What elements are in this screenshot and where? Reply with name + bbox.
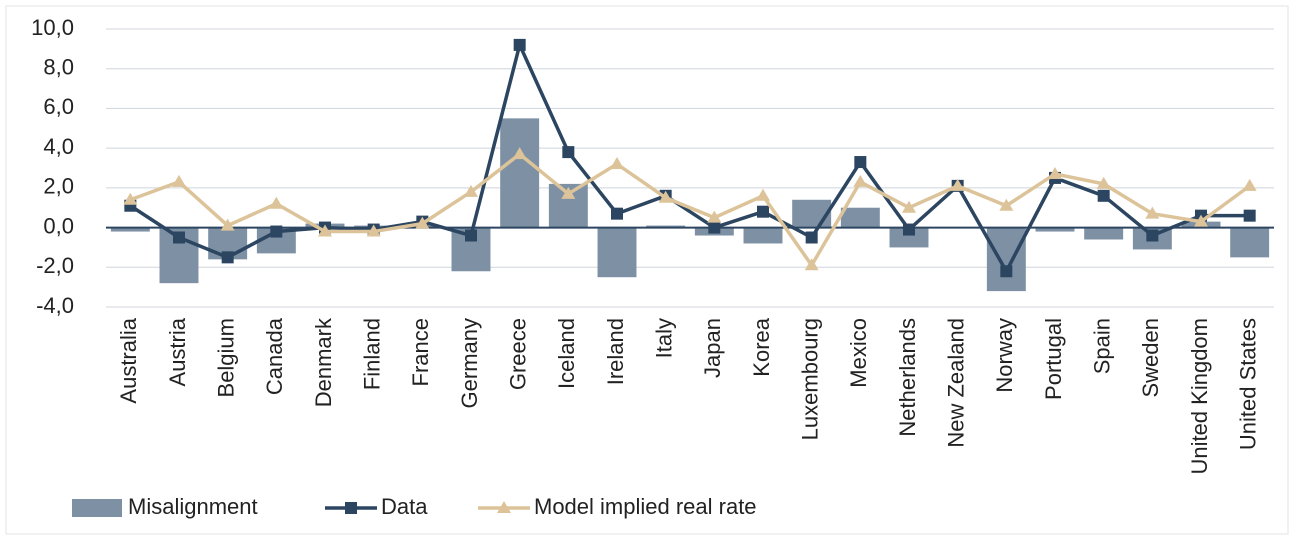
data-point [610, 157, 624, 170]
chart-frame [5, 5, 1289, 535]
line [129, 152, 1251, 268]
x-tick-label: Korea [749, 317, 774, 376]
data-point [220, 218, 235, 231]
x-tick-label: Sweden [1138, 318, 1163, 398]
data-point [465, 229, 477, 242]
legend-label: Data [381, 494, 428, 519]
bar [889, 227, 929, 248]
data-point [999, 198, 1014, 211]
x-tick-label: Denmark [311, 317, 336, 407]
y-tick-label: 10,0 [31, 15, 74, 40]
y-tick-label: 6,0 [43, 94, 74, 119]
x-tick-label: Luxembourg [797, 318, 822, 440]
data-point [366, 224, 381, 237]
x-tick-label: Iceland [554, 318, 579, 389]
y-tick-label: 4,0 [43, 134, 74, 159]
bar [1035, 227, 1075, 232]
data-point [123, 192, 138, 205]
data-point [221, 251, 234, 264]
legend-marker [497, 501, 511, 513]
data-point [902, 200, 916, 213]
x-tick-label: Italy [651, 318, 676, 358]
bar [1230, 227, 1270, 258]
data-point [172, 174, 186, 187]
data-point [1242, 178, 1257, 191]
data-point [173, 231, 185, 244]
data-point [1146, 229, 1159, 242]
x-tick-label: France [408, 318, 433, 386]
legend-marker [345, 502, 357, 514]
y-tick-label: 2,0 [43, 174, 74, 199]
bar [840, 207, 880, 228]
data-point [903, 223, 915, 236]
y-tick-label: 0,0 [43, 213, 74, 238]
data-point [1048, 166, 1062, 179]
data-point [513, 38, 526, 51]
data-point [512, 147, 527, 160]
data-point [707, 210, 722, 223]
data-point [1194, 214, 1208, 227]
x-tick-label: United Kingdom [1187, 318, 1212, 475]
data-point [950, 178, 965, 191]
legend-label: Misalignment [128, 494, 258, 519]
bar [1084, 227, 1124, 240]
legend-swatch [72, 499, 122, 517]
x-tick-label: Germany [457, 318, 482, 408]
data-point [658, 190, 673, 203]
x-tick-label: Netherlands [895, 318, 920, 437]
x-tick-label: Ireland [603, 318, 628, 385]
data-point [708, 221, 721, 234]
bar [500, 118, 540, 228]
data-point [270, 225, 283, 238]
data-point [562, 146, 575, 159]
x-tick-label: Portugal [1041, 318, 1066, 400]
data-point [804, 258, 819, 271]
data-point [415, 216, 430, 229]
data-point [1145, 206, 1160, 219]
data-point [854, 156, 867, 169]
x-tick-label: Greece [505, 318, 530, 390]
data-point [1096, 176, 1111, 189]
x-tick-label: Norway [992, 318, 1017, 393]
x-tick-label: Finland [359, 318, 384, 390]
x-tick-label: Canada [262, 317, 287, 395]
data-point [1000, 265, 1013, 278]
x-tick-label: United States [1235, 318, 1260, 450]
line [129, 43, 1250, 274]
bar [743, 227, 783, 244]
data-point [1097, 189, 1110, 202]
data-point [611, 207, 623, 220]
x-tick-label: Austria [165, 317, 190, 386]
data-point [853, 174, 868, 187]
x-tick-label: Japan [700, 318, 725, 378]
bar [110, 227, 150, 232]
x-tick-label: Mexico [846, 318, 871, 388]
data-point [464, 184, 478, 197]
data-point [756, 188, 770, 201]
data-point [269, 196, 284, 209]
x-tick-label: Belgium [213, 318, 238, 397]
legend-label: Model implied real rate [534, 494, 757, 519]
x-tick-label: Australia [116, 317, 141, 403]
data-point [561, 186, 576, 199]
data-point [805, 231, 818, 244]
x-tick-label: Spain [1089, 318, 1114, 374]
data-point [757, 205, 769, 218]
y-tick-label: -4,0 [36, 293, 74, 318]
data-point [1243, 209, 1256, 222]
x-tick-label: New Zealand [943, 318, 968, 448]
bar [597, 227, 637, 278]
y-tick-label: -2,0 [36, 253, 74, 278]
data-point [318, 224, 332, 237]
bar [792, 199, 832, 228]
bar [986, 227, 1026, 292]
y-tick-label: 8,0 [43, 55, 74, 80]
